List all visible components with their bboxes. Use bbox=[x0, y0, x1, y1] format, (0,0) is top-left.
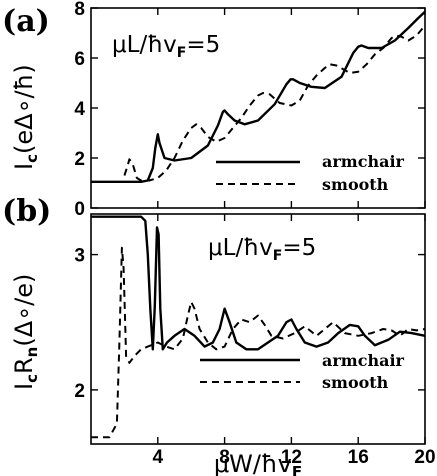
panel-b-armchair-line bbox=[91, 215, 426, 351]
panel-b-legend-armchair-label: armchair bbox=[322, 351, 405, 370]
panel-b-xtick-label: 8 bbox=[219, 447, 230, 468]
svg-text:Ic(eΔ∘/ħ): Ic(eΔ∘/ħ) bbox=[10, 64, 41, 170]
panel-b-ytick-label: 2 bbox=[74, 381, 85, 402]
panel-a-smooth-line bbox=[123, 24, 426, 182]
panel-b-ytick-label: 3 bbox=[74, 246, 85, 267]
panel-a-ylabel-sub: c bbox=[23, 154, 41, 163]
panel-a-ylabel: Ic(eΔ∘/ħ) bbox=[10, 64, 41, 170]
panel-a-armchair-line bbox=[91, 10, 426, 184]
panel-b-legend-smooth-label: smooth bbox=[322, 373, 389, 392]
panel-b-ticks: 2 3 4 8 12 16 20 bbox=[74, 214, 436, 468]
panel-b-ylabel-sub: c bbox=[23, 374, 41, 383]
panel-b-label: (b) bbox=[2, 194, 51, 229]
panel-b: (b) IcRn(Δ∘/e) 2 3 4 8 12 16 20 μL/ħvF=5 armch… bbox=[2, 194, 436, 476]
panel-a-annotation: μL/ħvF=5 bbox=[112, 32, 220, 61]
panel-b-ylabel-main2: R bbox=[10, 357, 38, 374]
panel-a: (a) Ic(eΔ∘/ħ) 0 2 4 6 8 μL/ħvF=5 armchair sm… bbox=[2, 0, 426, 220]
panel-b-frame bbox=[90, 213, 426, 445]
panel-a-ytick-label: 8 bbox=[74, 0, 85, 20]
panel-b-xtick-label: 20 bbox=[414, 447, 435, 468]
panel-b-xtick-label: 4 bbox=[153, 447, 164, 468]
panel-a-label: (a) bbox=[2, 4, 50, 39]
panel-a-ytick-label: 2 bbox=[74, 149, 85, 170]
panel-a-lines bbox=[91, 10, 426, 184]
panel-a-legend: armchair smooth bbox=[216, 152, 405, 194]
x-axis-title: μW/ħvF bbox=[214, 450, 302, 476]
panel-b-smooth-line bbox=[91, 246, 426, 439]
panel-a-ytick-label: 4 bbox=[74, 99, 85, 120]
panel-a-ylabel-rest: (eΔ∘/ħ) bbox=[10, 64, 38, 154]
panel-a-legend-smooth-label: smooth bbox=[322, 175, 389, 194]
panel-b-xtick-label: 12 bbox=[281, 447, 302, 468]
panel-a-frame bbox=[90, 7, 426, 209]
panel-a-ytick-label: 6 bbox=[74, 49, 85, 70]
panel-a-legend-armchair-label: armchair bbox=[322, 152, 405, 171]
panel-b-ylabel-rest: (Δ∘/e) bbox=[10, 274, 38, 347]
panel-b-xtick-label: 16 bbox=[348, 447, 369, 468]
panel-b-legend: armchair smooth bbox=[200, 351, 405, 392]
panel-b-ylabel: IcRn(Δ∘/e) bbox=[10, 274, 41, 390]
panel-b-lines bbox=[91, 215, 426, 439]
panel-a-ylabel-main: I bbox=[10, 163, 38, 170]
panel-b-annotation: μL/ħvF=5 bbox=[208, 235, 316, 264]
panel-b-ylabel-main: I bbox=[10, 383, 38, 390]
panel-a-ytick-label: 0 bbox=[74, 199, 85, 220]
svg-text:IcRn(Δ∘/e): IcRn(Δ∘/e) bbox=[10, 274, 41, 390]
panel-b-ylabel-sub2: n bbox=[23, 347, 41, 358]
